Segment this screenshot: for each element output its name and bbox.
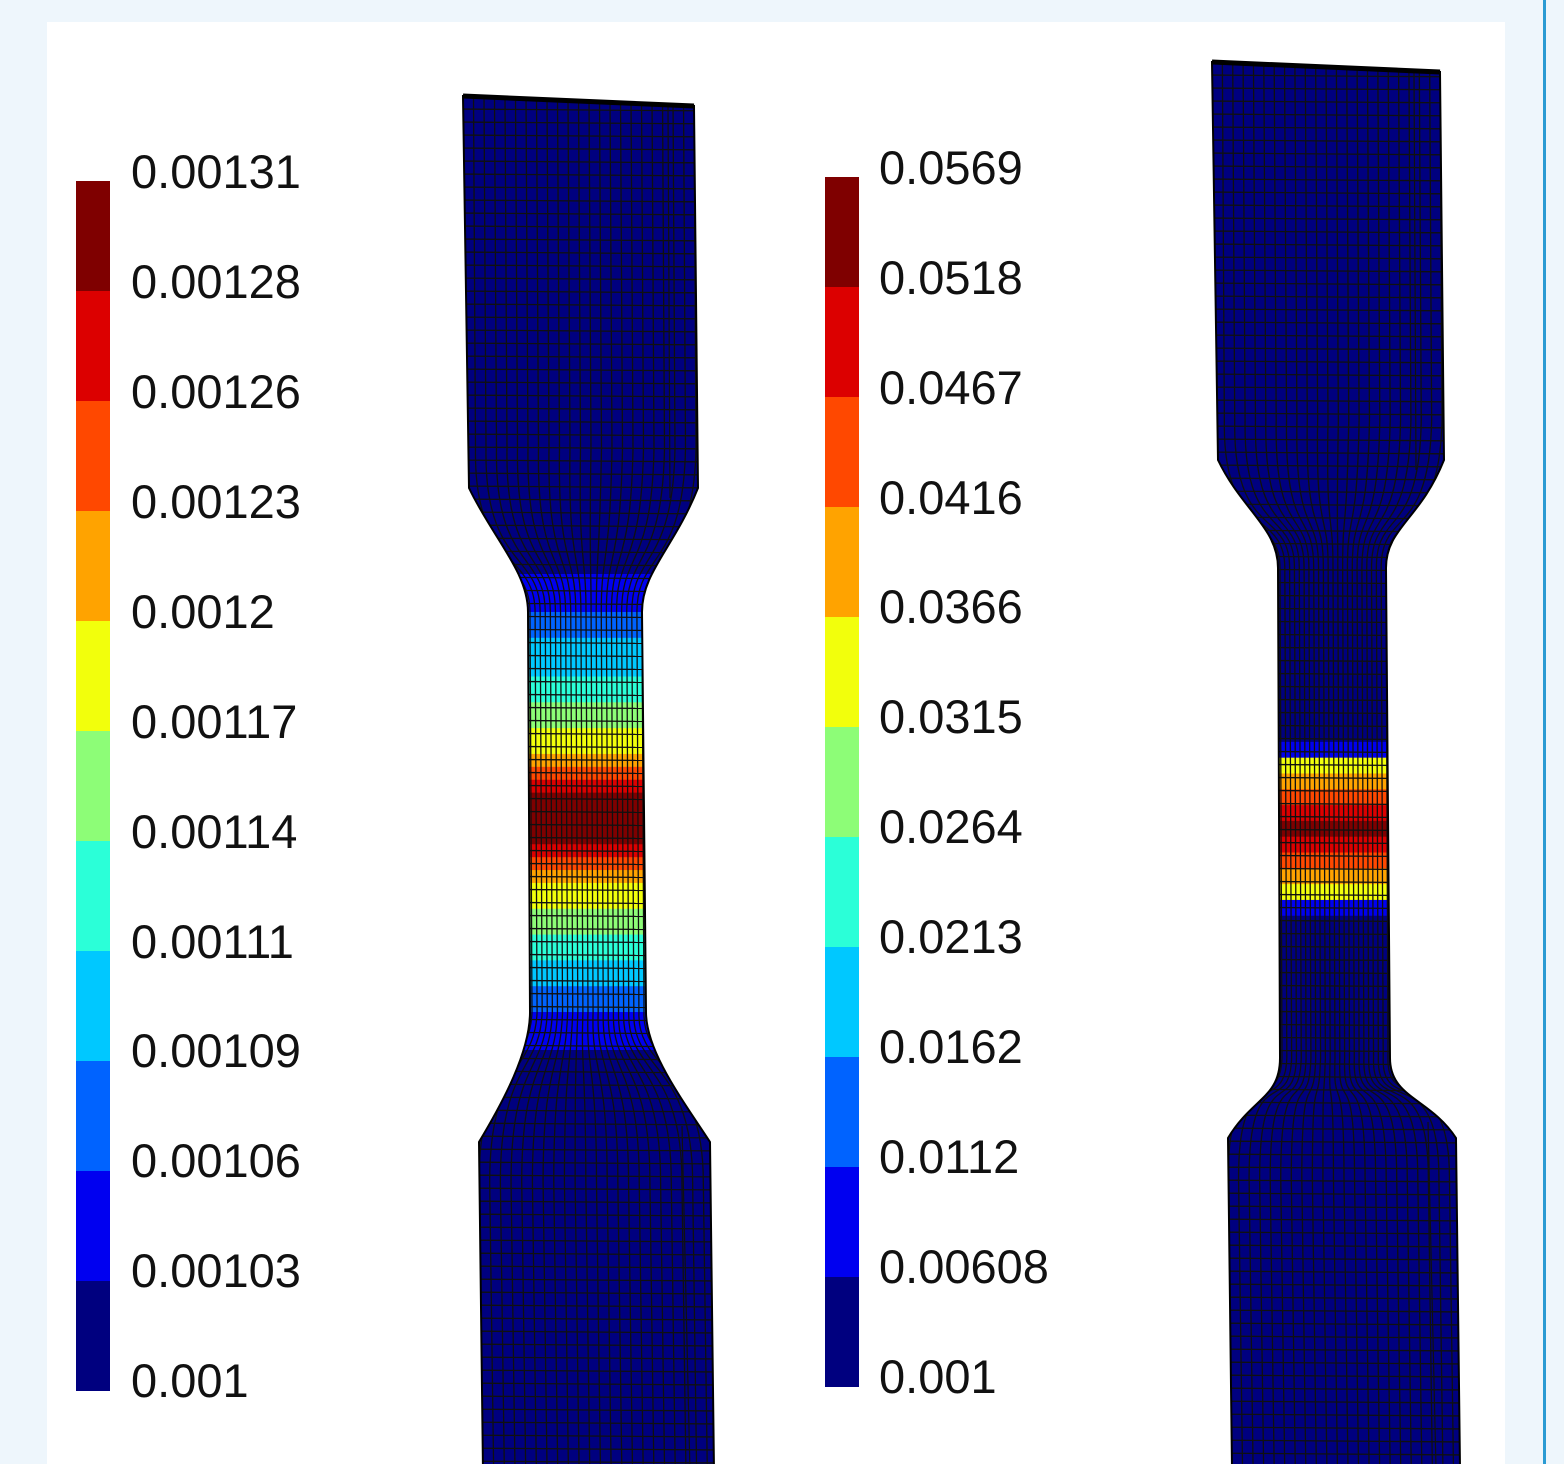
legend-label: 0.0162 [879, 1020, 1023, 1073]
color-bar-segment [76, 1281, 110, 1391]
color-bar-segment [825, 1057, 859, 1167]
color-bar-segment [76, 181, 110, 291]
left-specimen-mesh [461, 93, 715, 1464]
gauge-element-row [1270, 978, 1396, 996]
color-bar-segment [825, 397, 859, 507]
gauge-element-row [1270, 915, 1396, 933]
legend-label: 0.0264 [879, 800, 1023, 853]
color-bar-segment [825, 727, 859, 837]
color-bar-segment [825, 1277, 859, 1387]
legend-label: 0.0315 [879, 690, 1023, 743]
color-bar-segment [825, 177, 859, 287]
figure-panel: 0.00131 0.00128 0.00126 0.00123 0.0012 0… [47, 22, 1505, 1464]
legend-label: 0.00128 [131, 255, 301, 308]
color-bar-segment [76, 401, 110, 511]
color-bar-segment [76, 841, 110, 951]
gauge-element-row [1270, 994, 1396, 1012]
legend-label: 0.0518 [879, 251, 1023, 304]
legend-label: 0.0416 [879, 471, 1023, 524]
gauge-element-row [1270, 741, 1396, 759]
color-bar-segment [76, 1171, 110, 1281]
color-bar-segment [76, 511, 110, 621]
window-edge [1543, 0, 1546, 1464]
gauge-element-row [520, 947, 652, 961]
legend-label: 0.0467 [879, 361, 1023, 414]
color-bar-segment [76, 731, 110, 841]
right-specimen-mesh [1210, 59, 1461, 1464]
gauge-element-row [520, 999, 652, 1013]
color-bar-segment [825, 617, 859, 727]
specimen-side-face [667, 105, 691, 1464]
specimen-outline [1210, 60, 1461, 1464]
legend-label: 0.0112 [879, 1130, 1020, 1183]
color-bar-segment [76, 291, 110, 401]
gauge-element-row [520, 934, 652, 948]
gauge-element-row [1270, 963, 1396, 980]
right-color-bar [825, 177, 859, 1387]
legend-label: 0.00114 [131, 805, 298, 858]
color-bar-segment [825, 947, 859, 1057]
legend-label: 0.00109 [131, 1024, 301, 1077]
gauge-element-row [1270, 836, 1396, 854]
gauge-element-row [1270, 789, 1396, 806]
gauge-element-row [1270, 884, 1396, 901]
gauge-element-row [1270, 1026, 1396, 1043]
legend-label: 0.00106 [131, 1134, 301, 1187]
gauge-element-row [520, 741, 652, 755]
transition-band [510, 1012, 662, 1050]
gauge-element-row [1270, 757, 1396, 774]
gauge-element-row [1270, 868, 1396, 885]
legend-label: 0.001 [131, 1354, 249, 1407]
legend-label: 0.001 [879, 1350, 997, 1403]
color-bar-segment [76, 621, 110, 731]
gauge-element-row [520, 986, 652, 1000]
specimen-side-face [1413, 71, 1437, 1464]
color-bar-segment [825, 287, 859, 397]
color-bar-segment [825, 507, 859, 617]
color-bar-segment [76, 951, 110, 1061]
legend-label: 0.0012 [131, 585, 275, 638]
legend-label: 0.0213 [879, 910, 1023, 963]
legend-label: 0.00126 [131, 365, 301, 418]
legend-label: 0.00123 [131, 475, 301, 528]
legend-label: 0.0366 [879, 580, 1023, 633]
legend-label: 0.00103 [131, 1244, 301, 1297]
color-bar-segment [825, 837, 859, 947]
gauge-element-row [1270, 947, 1396, 964]
legend-label: 0.0569 [879, 141, 1023, 194]
left-color-bar [76, 181, 110, 1391]
legend-label: 0.00131 [131, 145, 301, 198]
legend-label: 0.00117 [131, 695, 298, 748]
color-bar-segment [825, 1167, 859, 1277]
gauge-element-row [1270, 820, 1396, 838]
gauge-element-row [1270, 931, 1396, 948]
color-bar-segment [76, 1061, 110, 1171]
legend-label: 0.00111 [131, 915, 294, 968]
specimen-outline [461, 94, 715, 1464]
gauge-element-row [520, 960, 652, 974]
gauge-element-row [520, 753, 652, 768]
legend-label: 0.00608 [879, 1240, 1049, 1293]
